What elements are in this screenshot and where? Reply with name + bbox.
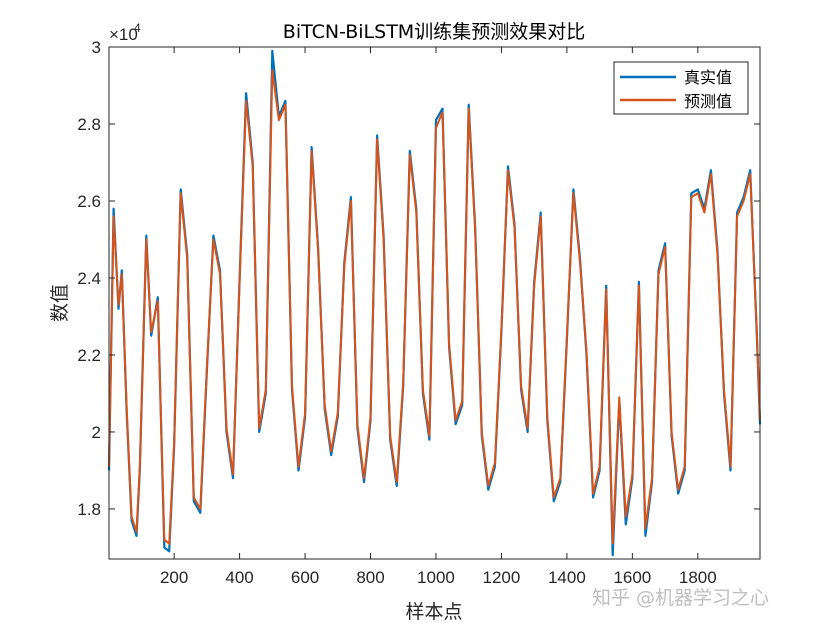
y-tick-label: 2.8	[77, 115, 101, 134]
series-group	[107, 49, 762, 557]
legend: 真实值 预测值	[613, 61, 749, 115]
x-tick-label: 1000	[417, 568, 455, 587]
x-tick-label: 800	[356, 568, 384, 587]
y-tick-label: 2	[92, 423, 101, 442]
y-axis-label: 数值	[49, 284, 71, 322]
x-tick-label: 1400	[548, 568, 586, 587]
x-tick-label: 1800	[679, 568, 717, 587]
y-tick-label: 2.4	[77, 269, 101, 288]
y-tick-label: 2.6	[77, 192, 101, 211]
legend-label-pred: 预测值	[684, 92, 732, 111]
series-line-pred	[108, 69, 761, 545]
legend-label-true: 真实值	[684, 68, 732, 87]
watermark: 知乎 @机器学习之心	[592, 587, 769, 609]
y-tick-label: 2.2	[77, 346, 101, 365]
chart-title: BiTCN-BiLSTM训练集预测效果对比	[283, 21, 585, 43]
y-axis-ticks: 1.8 2 2.2 2.4 2.6 2.8 3	[77, 38, 760, 519]
x-tick-label: 600	[291, 568, 319, 587]
y-exponent-power: 4	[134, 21, 141, 35]
plot-area	[109, 47, 760, 559]
legend-box	[613, 61, 749, 115]
axes-box	[108, 46, 761, 560]
y-exponent-base: ×10	[109, 25, 138, 44]
x-tick-label: 1200	[483, 568, 521, 587]
x-tick-label: 200	[160, 568, 188, 587]
x-axis-label: 样本点	[405, 601, 462, 623]
y-tick-label: 1.8	[77, 500, 101, 519]
x-axis-ticks: 200 400 600 800 1000 1200 1400 1600 1800	[160, 47, 717, 587]
x-tick-label: 1600	[613, 568, 651, 587]
x-tick-label: 400	[225, 568, 253, 587]
y-tick-label: 3	[92, 38, 101, 57]
